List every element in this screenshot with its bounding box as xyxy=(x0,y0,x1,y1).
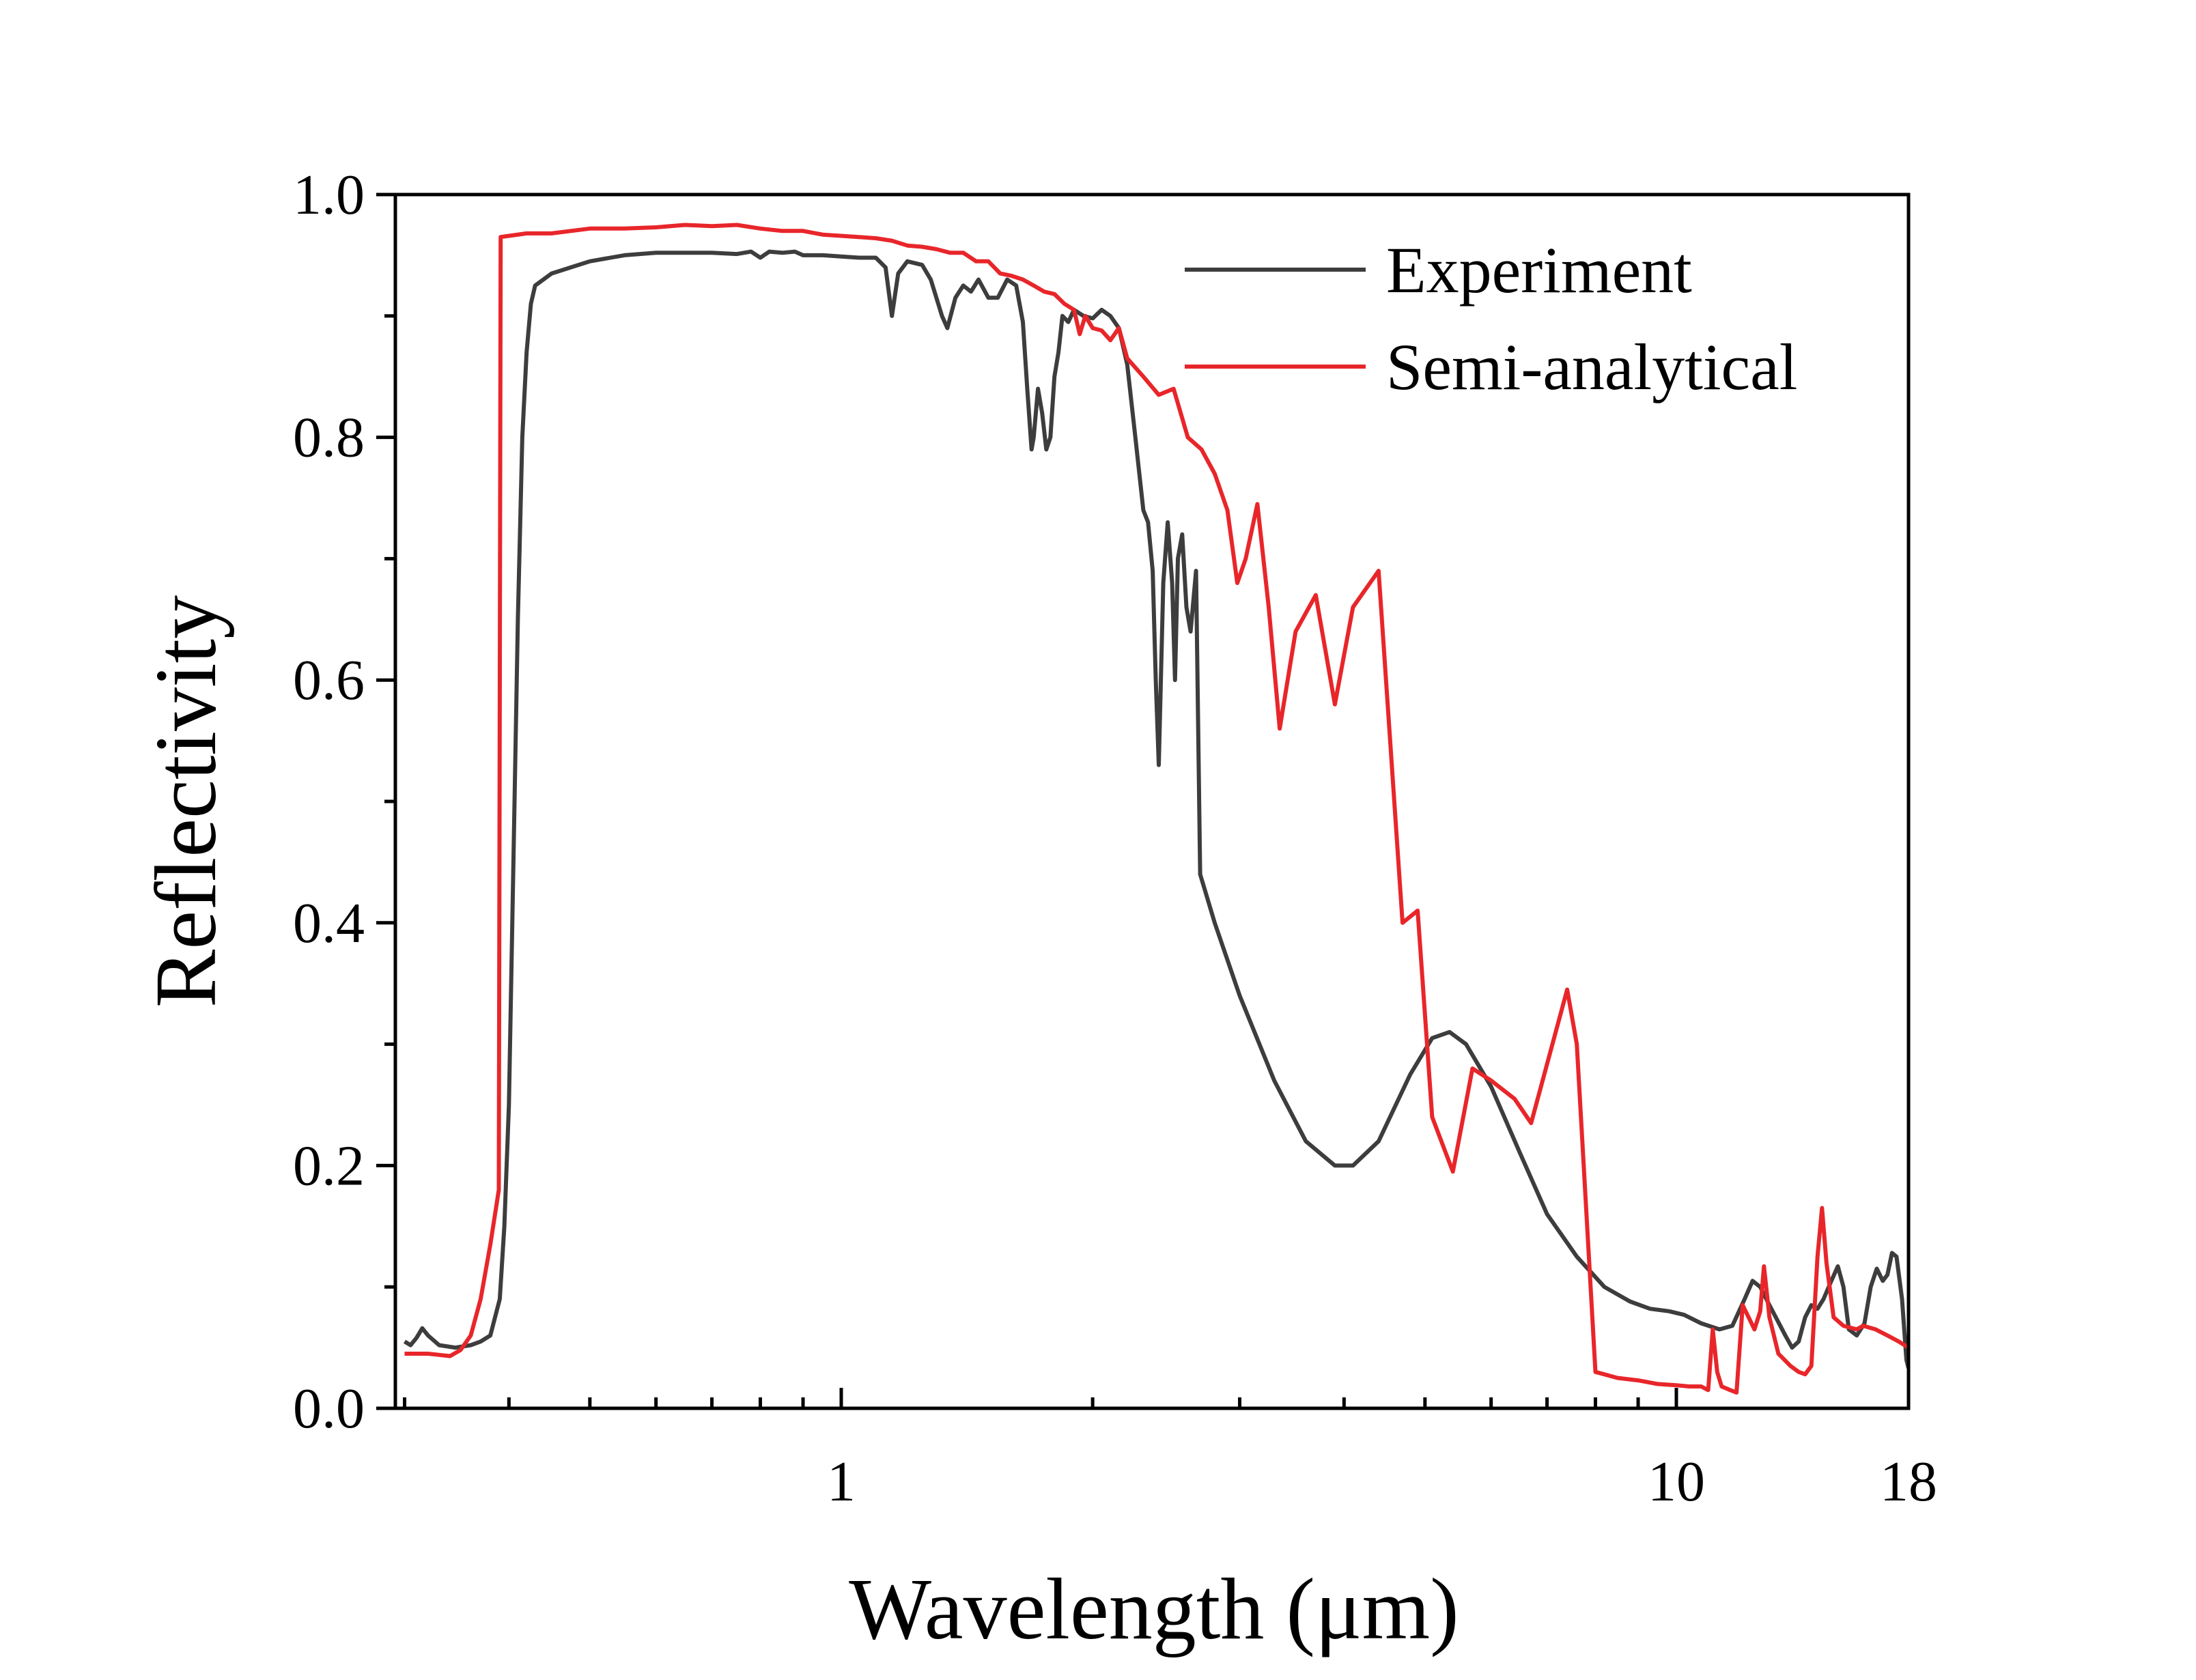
x-tick-label: 1 xyxy=(827,1450,856,1513)
x-axis-title: Wavelength (μm) xyxy=(849,1561,1459,1657)
y-tick-label: 0.4 xyxy=(293,892,365,955)
y-tick-label: 0.6 xyxy=(293,649,365,712)
legend-label-experiment: Experiment xyxy=(1386,233,1692,307)
legend: Experiment Semi-analytical xyxy=(1185,233,1797,403)
y-tick-label: 0.0 xyxy=(293,1377,365,1440)
x-tick-label: 10 xyxy=(1648,1450,1705,1513)
x-tick-label: 18 xyxy=(1880,1450,1937,1513)
y-tick-label: 0.2 xyxy=(293,1134,365,1197)
y-tick-label: 0.8 xyxy=(293,406,365,470)
series-line-experiment xyxy=(403,249,1909,1369)
series-line-semi-analytical xyxy=(404,223,1909,1395)
axis-ticks: 1 10 18 0.0 0.2 0.4 0.6 0.8 1.0 xyxy=(293,163,1937,1513)
series-layer xyxy=(403,223,1909,1395)
y-axis-title: Reflectivity xyxy=(137,595,234,1008)
legend-label-semi-analytical: Semi-analytical xyxy=(1386,330,1797,403)
y-tick-label: 1.0 xyxy=(293,163,365,227)
